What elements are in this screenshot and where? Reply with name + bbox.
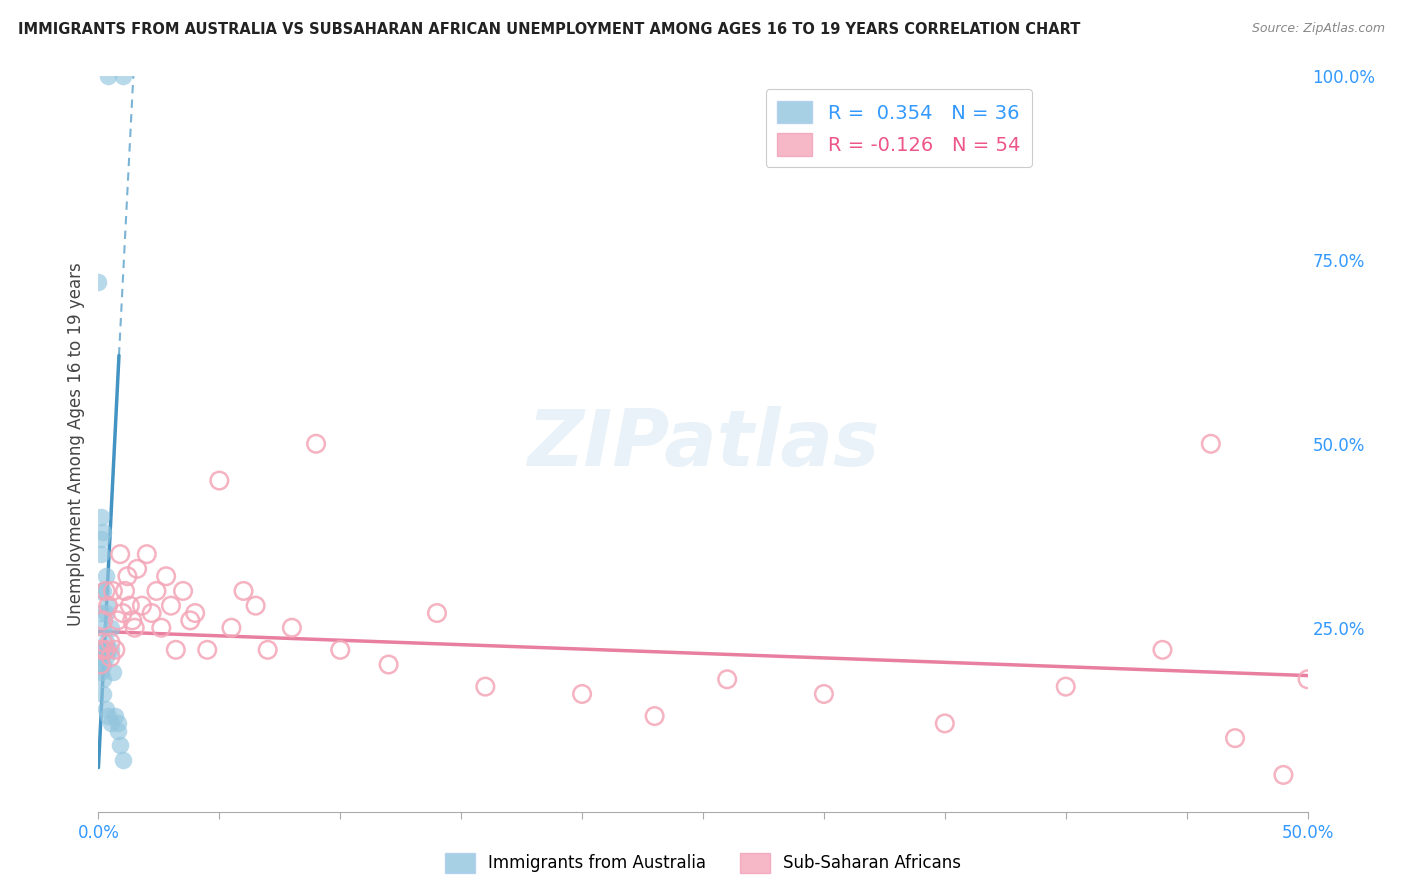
Point xyxy=(172,584,194,599)
Point xyxy=(195,642,218,657)
Point xyxy=(934,716,956,731)
Point xyxy=(90,533,112,547)
Point xyxy=(813,687,835,701)
Point xyxy=(118,599,141,613)
Point xyxy=(87,657,110,672)
Point xyxy=(90,657,112,672)
Point xyxy=(97,69,120,83)
Point xyxy=(90,606,112,620)
Point xyxy=(1199,436,1222,450)
Point xyxy=(100,635,122,649)
Point xyxy=(100,650,122,665)
Point xyxy=(107,614,129,628)
Legend: Immigrants from Australia, Sub-Saharan Africans: Immigrants from Australia, Sub-Saharan A… xyxy=(439,847,967,880)
Point xyxy=(111,753,134,767)
Point xyxy=(124,621,146,635)
Point xyxy=(184,606,207,620)
Point xyxy=(100,716,122,731)
Point xyxy=(232,584,254,599)
Point xyxy=(101,665,124,679)
Point xyxy=(305,436,328,450)
Point xyxy=(1296,673,1319,687)
Point xyxy=(377,657,399,672)
Point xyxy=(716,673,738,687)
Point xyxy=(97,599,120,613)
Point xyxy=(141,606,163,620)
Point xyxy=(97,709,120,723)
Point xyxy=(90,547,112,561)
Point xyxy=(91,635,114,649)
Point xyxy=(91,524,114,539)
Y-axis label: Unemployment Among Ages 16 to 19 years: Unemployment Among Ages 16 to 19 years xyxy=(66,262,84,625)
Point xyxy=(107,716,129,731)
Point xyxy=(160,599,183,613)
Point xyxy=(100,621,122,635)
Point xyxy=(127,562,149,576)
Point xyxy=(179,614,201,628)
Point xyxy=(94,642,117,657)
Point xyxy=(101,584,124,599)
Point xyxy=(97,642,120,657)
Text: ZIPatlas: ZIPatlas xyxy=(527,406,879,482)
Point xyxy=(571,687,593,701)
Point xyxy=(474,680,496,694)
Point xyxy=(111,606,134,620)
Point xyxy=(94,635,117,649)
Point xyxy=(90,665,112,679)
Point xyxy=(100,642,122,657)
Point xyxy=(94,569,117,583)
Point xyxy=(117,569,139,583)
Point xyxy=(90,650,112,665)
Point xyxy=(150,621,173,635)
Point xyxy=(91,621,114,635)
Point xyxy=(165,642,187,657)
Point xyxy=(256,642,278,657)
Point xyxy=(121,614,143,628)
Point xyxy=(1223,731,1246,746)
Point xyxy=(91,657,114,672)
Point xyxy=(90,642,112,657)
Point xyxy=(94,701,117,715)
Point xyxy=(245,599,267,613)
Point xyxy=(91,687,114,701)
Point xyxy=(90,584,112,599)
Point xyxy=(91,642,114,657)
Point xyxy=(104,642,127,657)
Point xyxy=(91,584,114,599)
Point xyxy=(1272,768,1295,782)
Point xyxy=(281,621,304,635)
Point xyxy=(135,547,157,561)
Point xyxy=(91,614,114,628)
Text: IMMIGRANTS FROM AUSTRALIA VS SUBSAHARAN AFRICAN UNEMPLOYMENT AMONG AGES 16 TO 19: IMMIGRANTS FROM AUSTRALIA VS SUBSAHARAN … xyxy=(18,22,1081,37)
Text: Source: ZipAtlas.com: Source: ZipAtlas.com xyxy=(1251,22,1385,36)
Point xyxy=(87,275,110,289)
Point xyxy=(114,584,136,599)
Point xyxy=(90,510,112,524)
Point xyxy=(97,599,120,613)
Point xyxy=(94,606,117,620)
Point xyxy=(208,474,231,488)
Point xyxy=(104,709,127,723)
Point xyxy=(221,621,243,635)
Point xyxy=(644,709,666,723)
Point xyxy=(426,606,449,620)
Point xyxy=(329,642,352,657)
Point xyxy=(1152,642,1174,657)
Point xyxy=(155,569,177,583)
Legend: R =  0.354   N = 36, R = -0.126   N = 54: R = 0.354 N = 36, R = -0.126 N = 54 xyxy=(766,89,1032,167)
Point xyxy=(111,69,134,83)
Point xyxy=(108,739,131,753)
Point xyxy=(145,584,167,599)
Point xyxy=(90,642,112,657)
Point xyxy=(108,547,131,561)
Point xyxy=(131,599,153,613)
Point xyxy=(91,673,114,687)
Point xyxy=(94,650,117,665)
Point xyxy=(107,723,129,738)
Point xyxy=(1054,680,1077,694)
Point xyxy=(94,584,117,599)
